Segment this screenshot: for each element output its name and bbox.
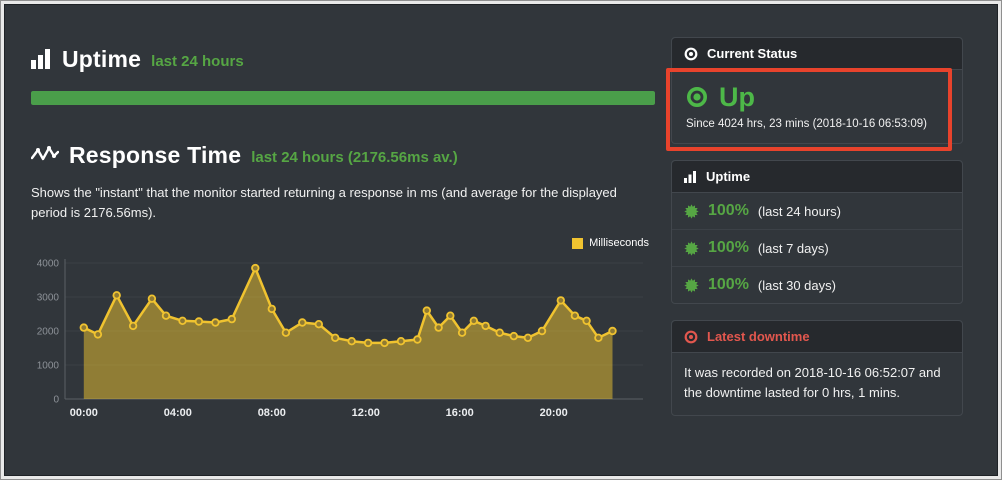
svg-text:20:00: 20:00 bbox=[540, 407, 568, 419]
uptime-percent-24h: 100% bbox=[708, 202, 749, 219]
badge-burst-icon bbox=[684, 203, 699, 219]
uptime-percent-30d: 100% bbox=[708, 276, 749, 293]
uptime-card: Uptime 100% (last 24 hours) 100% (last 7… bbox=[671, 160, 963, 304]
uptime-title: Uptime bbox=[62, 45, 142, 72]
badge-burst-icon bbox=[684, 277, 699, 293]
uptime-label-7d: (last 7 days) bbox=[757, 240, 829, 256]
response-description: Shows the "instant" that the monitor sta… bbox=[31, 185, 617, 221]
svg-text:08:00: 08:00 bbox=[258, 407, 286, 419]
sidebar: Current Status Up Since 4024 hrs, 23 min… bbox=[666, 37, 963, 432]
svg-text:2000: 2000 bbox=[37, 327, 60, 338]
uptime-row-7d: 100% (last 7 days) bbox=[672, 230, 962, 267]
response-chart[interactable]: 0 1000 2000 3000 4000 00:00 04:00 08:00 12:00 16:… bbox=[31, 253, 653, 425]
uptime-card-header-label: Uptime bbox=[706, 169, 751, 184]
svg-text:1000: 1000 bbox=[37, 361, 60, 372]
current-status-card: Current Status Up Since 4024 hrs, 23 min… bbox=[666, 37, 963, 151]
badge-burst-icon bbox=[684, 240, 699, 256]
uptime-section-header: Uptime last 24 hours bbox=[31, 43, 655, 75]
svg-text:16:00: 16:00 bbox=[446, 407, 474, 419]
svg-text:0: 0 bbox=[53, 395, 59, 406]
uptime-card-header: Uptime bbox=[672, 161, 962, 193]
svg-text:00:00: 00:00 bbox=[70, 407, 98, 419]
uptime-progress-fill bbox=[31, 91, 655, 105]
uptime-subtitle: last 24 hours bbox=[151, 53, 244, 70]
chart-legend[interactable]: Milliseconds bbox=[31, 237, 655, 249]
bar-chart-icon bbox=[31, 49, 52, 69]
status-up-icon bbox=[686, 86, 708, 108]
uptime-progress-bar bbox=[31, 91, 655, 105]
uptime-row-24h: 100% (last 24 hours) bbox=[672, 193, 962, 230]
latest-downtime-header-label: Latest downtime bbox=[707, 329, 810, 344]
uptime-percent-7d: 100% bbox=[708, 239, 749, 256]
line-chart-icon bbox=[31, 145, 59, 165]
legend-color-swatch bbox=[572, 237, 584, 249]
uptime-label-24h: (last 24 hours) bbox=[757, 203, 842, 219]
main-panel: Uptime last 24 hours Response Time last … bbox=[31, 43, 655, 425]
svg-text:3000: 3000 bbox=[37, 293, 60, 304]
bullseye-icon bbox=[684, 47, 698, 61]
response-subtitle: last 24 hours (2176.56ms av.) bbox=[251, 149, 458, 166]
bullseye-red-icon bbox=[684, 330, 698, 344]
current-status-body: Up Since 4024 hrs, 23 mins (2018-10-16 0… bbox=[672, 70, 962, 143]
status-row: Up bbox=[686, 80, 948, 114]
status-value: Up bbox=[719, 81, 755, 112]
svg-text:4000: 4000 bbox=[37, 259, 60, 270]
latest-downtime-text: It was recorded on 2018-10-16 06:52:07 a… bbox=[684, 365, 941, 400]
monitor-dashboard: Uptime last 24 hours Response Time last … bbox=[4, 4, 998, 476]
bar-chart-small-icon bbox=[684, 170, 697, 183]
legend-label: Milliseconds bbox=[589, 237, 649, 250]
response-section-header: Response Time last 24 hours (2176.56ms a… bbox=[31, 139, 655, 171]
uptime-row-30d: 100% (last 30 days) bbox=[672, 267, 962, 303]
status-since-text: Since 4024 hrs, 23 mins (2018-10-16 06:5… bbox=[686, 118, 928, 130]
latest-downtime-card: Latest downtime It was recorded on 2018-… bbox=[671, 320, 963, 416]
svg-text:12:00: 12:00 bbox=[352, 407, 380, 419]
current-status-header-label: Current Status bbox=[707, 46, 798, 61]
response-title: Response Time bbox=[69, 141, 242, 168]
svg-text:04:00: 04:00 bbox=[164, 407, 192, 419]
current-status-header: Current Status bbox=[672, 38, 962, 70]
latest-downtime-header: Latest downtime bbox=[672, 321, 962, 353]
uptime-label-30d: (last 30 days) bbox=[757, 277, 836, 293]
response-chart-area: 0 1000 2000 3000 4000 00:00 04:00 08:00 12:00 16:… bbox=[31, 253, 655, 425]
